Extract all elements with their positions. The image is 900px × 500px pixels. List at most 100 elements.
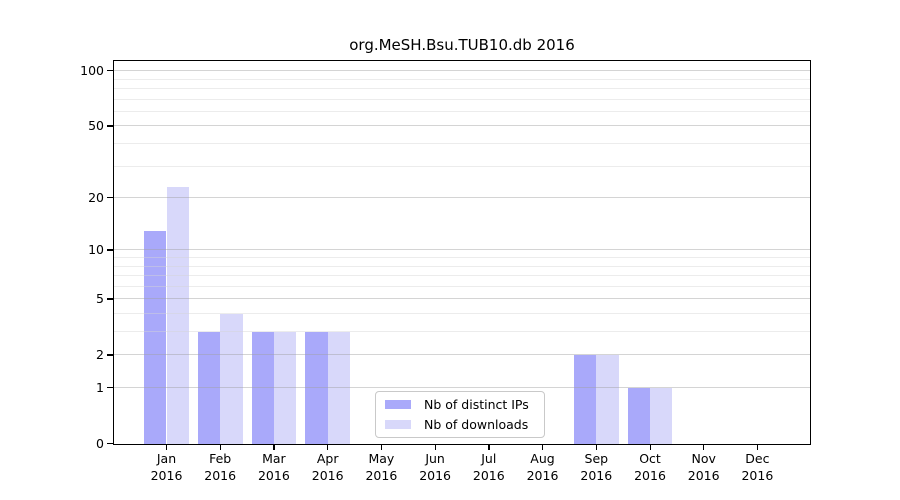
x-tick-month: Oct — [639, 451, 661, 466]
major-gridline — [114, 249, 810, 251]
bar-distinct-ips-feb — [197, 332, 221, 444]
bar-distinct-ips-oct — [627, 388, 650, 444]
y-tick-mark — [107, 197, 113, 199]
x-tick-mark — [166, 445, 168, 450]
x-tick-year: 2016 — [150, 467, 183, 483]
y-tick-mark — [107, 443, 113, 445]
x-tick-label-dec: Dec 2016 — [725, 451, 789, 484]
y-tick-label: 10 — [88, 241, 104, 257]
y-tick-label: 0 — [96, 435, 104, 451]
x-tick-label-feb: Feb 2016 — [188, 451, 252, 484]
y-tick-label: 5 — [96, 290, 104, 306]
y-tick-label: 20 — [88, 189, 104, 205]
y-tick-mark — [107, 298, 113, 300]
x-tick-month: Aug — [530, 451, 555, 466]
x-tick-label-jan: Jan 2016 — [135, 451, 199, 484]
x-tick-label-jul: Jul 2016 — [457, 451, 521, 484]
major-gridline — [114, 197, 810, 199]
x-tick-mark — [327, 445, 329, 450]
chart-title: org.MeSH.Bsu.TUB10.db 2016 — [349, 36, 575, 54]
bar-downloads-feb — [220, 314, 243, 444]
major-gridline — [114, 354, 810, 356]
bar-distinct-ips-mar — [251, 332, 274, 444]
x-tick-mark — [488, 445, 490, 450]
x-tick-label-mar: Mar 2016 — [242, 451, 306, 484]
minor-gridline — [114, 285, 810, 287]
bar-downloads-oct — [649, 388, 673, 444]
x-tick-year: 2016 — [687, 467, 720, 483]
x-tick-label-oct: Oct 2016 — [618, 451, 682, 484]
minor-gridline — [114, 165, 810, 167]
x-tick-label-apr: Apr 2016 — [296, 451, 360, 484]
minor-gridline — [114, 265, 810, 267]
x-tick-mark — [649, 445, 651, 450]
minor-gridline — [114, 275, 810, 276]
x-tick-year: 2016 — [311, 467, 344, 483]
legend-label: Nb of downloads — [424, 417, 529, 432]
major-gridline — [114, 298, 810, 300]
x-tick-month: Feb — [209, 451, 232, 466]
bar-downloads-mar — [273, 332, 297, 444]
x-tick-year: 2016 — [204, 467, 237, 483]
x-tick-month: Sep — [584, 451, 609, 466]
y-tick-mark — [107, 70, 113, 72]
x-tick-label-sep: Sep 2016 — [564, 451, 628, 484]
x-tick-year: 2016 — [526, 467, 559, 483]
bar-distinct-ips-sep — [573, 355, 597, 444]
minor-gridline — [114, 143, 810, 144]
y-tick-label: 2 — [96, 346, 104, 362]
x-tick-year: 2016 — [365, 467, 398, 483]
x-tick-label-may: May 2016 — [349, 451, 413, 484]
x-tick-year: 2016 — [472, 467, 505, 483]
minor-gridline — [114, 98, 810, 100]
major-gridline — [114, 70, 810, 72]
plot-inner — [114, 61, 810, 444]
x-tick-year: 2016 — [419, 467, 451, 483]
x-tick-label-nov: Nov 2016 — [672, 451, 736, 484]
x-tick-mark — [434, 445, 436, 450]
x-tick-year: 2016 — [580, 467, 613, 483]
y-tick-label: 1 — [96, 379, 104, 395]
bar-downloads-jan — [166, 187, 189, 444]
legend-row: Nb of distinct IPs — [385, 397, 544, 413]
x-tick-label-jun: Jun 2016 — [403, 451, 467, 484]
minor-gridline — [114, 331, 810, 332]
y-tick-mark — [107, 125, 113, 127]
x-tick-mark — [380, 445, 383, 450]
bar-distinct-ips-apr — [305, 332, 328, 444]
legend-swatch-distinct-ips — [385, 400, 411, 409]
x-tick-mark — [703, 445, 705, 450]
legend-row: Nb of downloads — [385, 417, 544, 433]
bar-distinct-ips-jan — [144, 230, 167, 444]
minor-gridline — [114, 78, 810, 80]
y-tick-mark — [107, 354, 113, 356]
x-tick-month: Mar — [262, 451, 286, 466]
x-tick-month: Jun — [425, 451, 445, 466]
x-tick-month: Apr — [316, 451, 339, 466]
legend: Nb of distinct IPs Nb of downloads — [375, 391, 545, 438]
x-tick-mark — [756, 445, 759, 450]
x-tick-mark — [595, 445, 598, 450]
x-tick-year: 2016 — [634, 467, 666, 483]
minor-gridline — [114, 110, 810, 112]
bar-downloads-apr — [327, 332, 351, 444]
minor-gridline — [114, 313, 810, 314]
x-tick-month: Jan — [156, 451, 177, 466]
x-tick-label-aug: Aug 2016 — [511, 451, 575, 484]
x-tick-month: Dec — [745, 451, 770, 466]
x-tick-month: Jul — [481, 451, 497, 466]
y-tick-mark — [107, 249, 113, 251]
y-tick-label: 100 — [80, 62, 104, 78]
minor-gridline — [114, 257, 810, 258]
major-gridline — [114, 125, 810, 127]
x-tick-month: Nov — [691, 451, 716, 466]
x-tick-year: 2016 — [257, 467, 290, 483]
legend-label: Nb of distinct IPs — [424, 397, 529, 412]
x-tick-year: 2016 — [741, 467, 774, 483]
bar-downloads-sep — [596, 355, 619, 444]
x-tick-month: May — [368, 451, 395, 466]
major-gridline — [114, 387, 810, 388]
x-tick-mark — [542, 445, 544, 450]
plot-area — [113, 60, 811, 445]
